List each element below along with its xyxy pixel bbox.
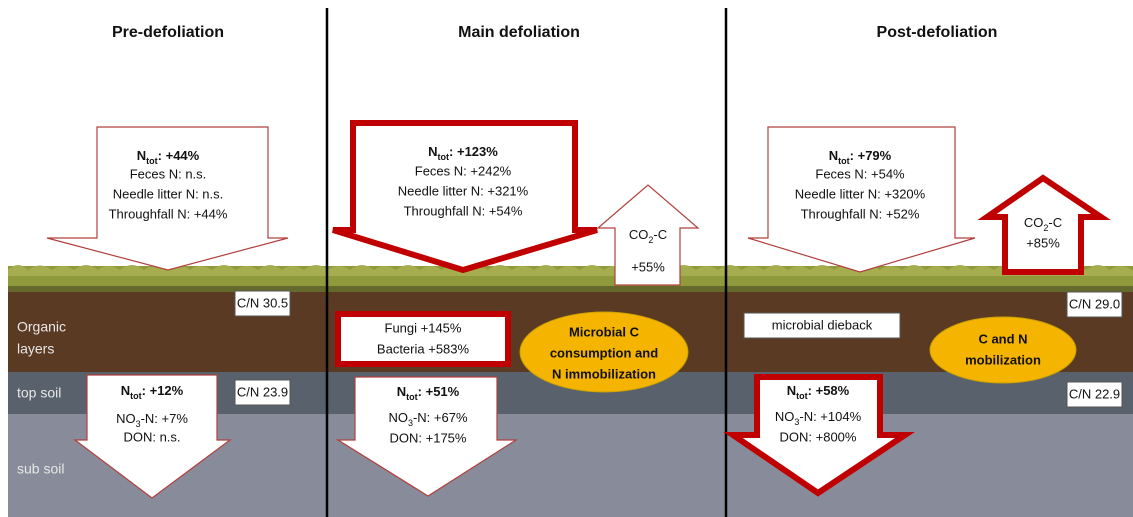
arrow (335, 376, 519, 497)
label: Ntot: +123% (428, 144, 498, 162)
layer-label: top soil (17, 385, 61, 401)
label-part: N (121, 383, 130, 398)
subscript: tot (796, 391, 808, 401)
label-part: : +51% (418, 384, 460, 399)
label: DON: n.s. (123, 429, 180, 444)
label-part: N (829, 148, 838, 163)
layer-label: Organic (17, 319, 66, 335)
label: DON: +175% (390, 430, 467, 445)
cn-ratio: C/N 23.9 (237, 384, 288, 399)
subscript: 3 (794, 417, 799, 427)
label: mobilization (965, 352, 1041, 367)
label-part: : +79% (850, 148, 892, 163)
arrow (747, 126, 976, 273)
panel-title: Main defoliation (458, 24, 580, 41)
label: Needle litter N: +321% (398, 183, 529, 198)
label: consumption and (550, 345, 658, 360)
panel-title: Post-defoliation (877, 24, 998, 41)
box (743, 312, 901, 339)
label-part: -C (653, 227, 667, 242)
label: +55% (631, 259, 665, 274)
label: Ntot: +44% (137, 148, 200, 166)
label-part: -N: +104% (799, 409, 861, 424)
label: Throughfall N: +44% (109, 206, 228, 221)
layer-label: sub soil (17, 461, 64, 477)
label: Microbial C (569, 324, 640, 339)
arrow (332, 120, 598, 274)
label-part: : +44% (158, 148, 200, 163)
arrow (977, 174, 1111, 275)
subscript: tot (438, 152, 450, 162)
label-part: -C (1048, 215, 1062, 230)
arrow (596, 184, 700, 286)
label: Feces N: n.s. (130, 166, 207, 181)
subscript: tot (130, 391, 142, 401)
label: C and N (978, 331, 1027, 346)
label-part: CO (1024, 215, 1044, 230)
label-part: -N: +7% (141, 411, 189, 426)
label: Needle litter N: n.s. (113, 186, 224, 201)
label-part: : +58% (808, 383, 850, 398)
label: Throughfall N: +52% (801, 206, 920, 221)
label-part: N (137, 148, 146, 163)
label-part: NO (116, 411, 136, 426)
box (234, 379, 291, 406)
label: CO2-C (629, 227, 667, 245)
label: Needle litter N: +320% (795, 186, 926, 201)
label: DON: +800% (780, 429, 857, 444)
subscript: 2 (648, 235, 653, 245)
label: Ntot: +51% (397, 384, 460, 402)
label: Feces N: +54% (815, 166, 905, 181)
box (335, 311, 511, 367)
label: Fungi +145% (385, 320, 462, 335)
label-part: -N: +67% (413, 410, 468, 425)
label: Ntot: +12% (121, 383, 184, 401)
panel-title: Pre-defoliation (112, 24, 224, 41)
layer-label: layers (17, 341, 54, 357)
label-part: N (428, 144, 437, 159)
label: Feces N: +242% (415, 163, 512, 178)
label-part: CO (629, 227, 649, 242)
cn-ratio: C/N 30.5 (237, 295, 288, 310)
cn-ratio: C/N 22.9 (1069, 386, 1120, 401)
grass-roots (8, 286, 1133, 292)
subscript: 2 (1043, 223, 1048, 233)
arrow (46, 126, 289, 271)
subscript: 3 (136, 419, 141, 429)
box (234, 290, 291, 317)
label-part: N (787, 383, 796, 398)
arrow (73, 374, 232, 499)
box (1066, 291, 1123, 318)
label: Ntot: +79% (829, 148, 892, 166)
label: NO3-N: +104% (775, 409, 862, 427)
subscript: tot (146, 156, 158, 166)
label: NO3-N: +7% (116, 411, 188, 429)
process-ellipse (519, 311, 689, 393)
label-part: NO (388, 410, 408, 425)
label: NO3-N: +67% (388, 410, 468, 428)
label-part: : +12% (142, 383, 184, 398)
subscript: tot (838, 156, 850, 166)
cn-ratio: C/N 29.0 (1069, 296, 1120, 311)
label: CO2-C (1024, 215, 1062, 233)
arrow (723, 374, 915, 497)
box (1066, 381, 1123, 408)
label: microbial dieback (772, 317, 873, 332)
label-part: NO (775, 409, 795, 424)
subscript: 3 (408, 418, 413, 428)
label: N immobilization (552, 366, 656, 381)
label-part: : +123% (449, 144, 498, 159)
label-part: N (397, 384, 406, 399)
label: Ntot: +58% (787, 383, 850, 401)
label: +85% (1026, 235, 1060, 250)
label: Bacteria +583% (377, 341, 470, 356)
subscript: tot (406, 392, 418, 402)
label: Throughfall N: +54% (404, 203, 523, 218)
process-ellipse (929, 316, 1077, 384)
